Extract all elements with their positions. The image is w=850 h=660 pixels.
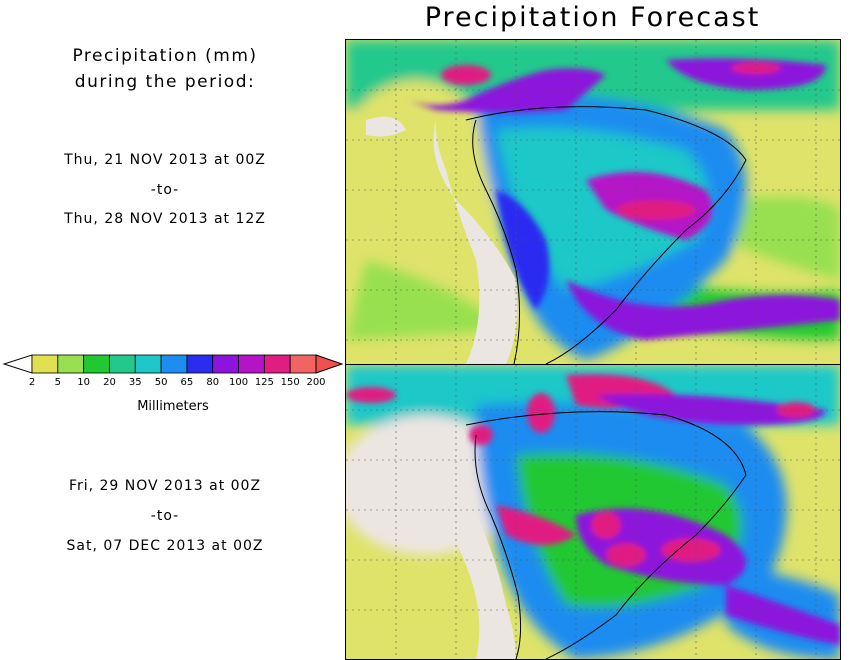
legend-swatch: [109, 354, 136, 374]
legend-swatch: [186, 354, 214, 374]
period1-start: Thu, 21 NOV 2013 at 00Z: [64, 152, 266, 168]
legend-tick-label: 65: [180, 377, 194, 388]
legend-swatch: [83, 354, 110, 374]
legend-tick-label: 10: [77, 377, 90, 388]
legend-swatch: [289, 354, 317, 374]
legend-under-arrow: [2, 354, 33, 374]
forecast-map-period2: [345, 364, 841, 660]
period2-start: Fri, 29 NOV 2013 at 00Z: [68, 478, 262, 494]
legend-swatch: [160, 354, 188, 374]
legend-tick-label: 5: [54, 377, 61, 388]
legend-swatch: [134, 354, 162, 374]
period-header: during the period:: [74, 72, 256, 92]
color-legend: 2 5 10 20 35 50 65 80 100 125 150 200 Millimeters: [0, 353, 346, 414]
legend-tick-label: 150: [280, 377, 300, 388]
legend-swatch: [238, 354, 265, 374]
forecast-map-period1: [345, 39, 841, 365]
precip-map-1: [346, 40, 840, 364]
legend-ticks: 2 5 10 20 35 50 65 80 100 125 150 200: [0, 377, 346, 391]
units-header: Precipitation (mm): [72, 46, 258, 66]
legend-tick-label: 35: [128, 377, 142, 388]
legend-over-arrow: [315, 354, 344, 374]
period1-end: Thu, 28 NOV 2013 at 12Z: [64, 211, 266, 227]
legend-tick-label: 2: [28, 377, 36, 388]
legend-swatch: [263, 354, 291, 374]
legend-tick-label: 20: [103, 377, 116, 388]
period2-separator: -to-: [150, 508, 180, 524]
legend-tick-label: 50: [154, 377, 168, 388]
legend-swatch: [57, 354, 85, 374]
chart-title: Precipitation Forecast: [424, 2, 761, 33]
period1-separator: -to-: [150, 182, 180, 198]
period2-end: Sat, 07 DEC 2013 at 00Z: [66, 538, 264, 554]
legend-units-label: Millimeters: [137, 399, 209, 414]
legend-tick-label: 80: [206, 377, 220, 388]
legend-tick-label: 125: [254, 377, 274, 388]
legend-tick-label: 100: [228, 377, 249, 388]
legend-swatch: [212, 354, 239, 374]
precip-map-2: [346, 365, 840, 659]
color-scale-bar: [2, 354, 344, 374]
legend-swatch: [31, 354, 59, 374]
legend-tick-label: 200: [306, 377, 326, 388]
